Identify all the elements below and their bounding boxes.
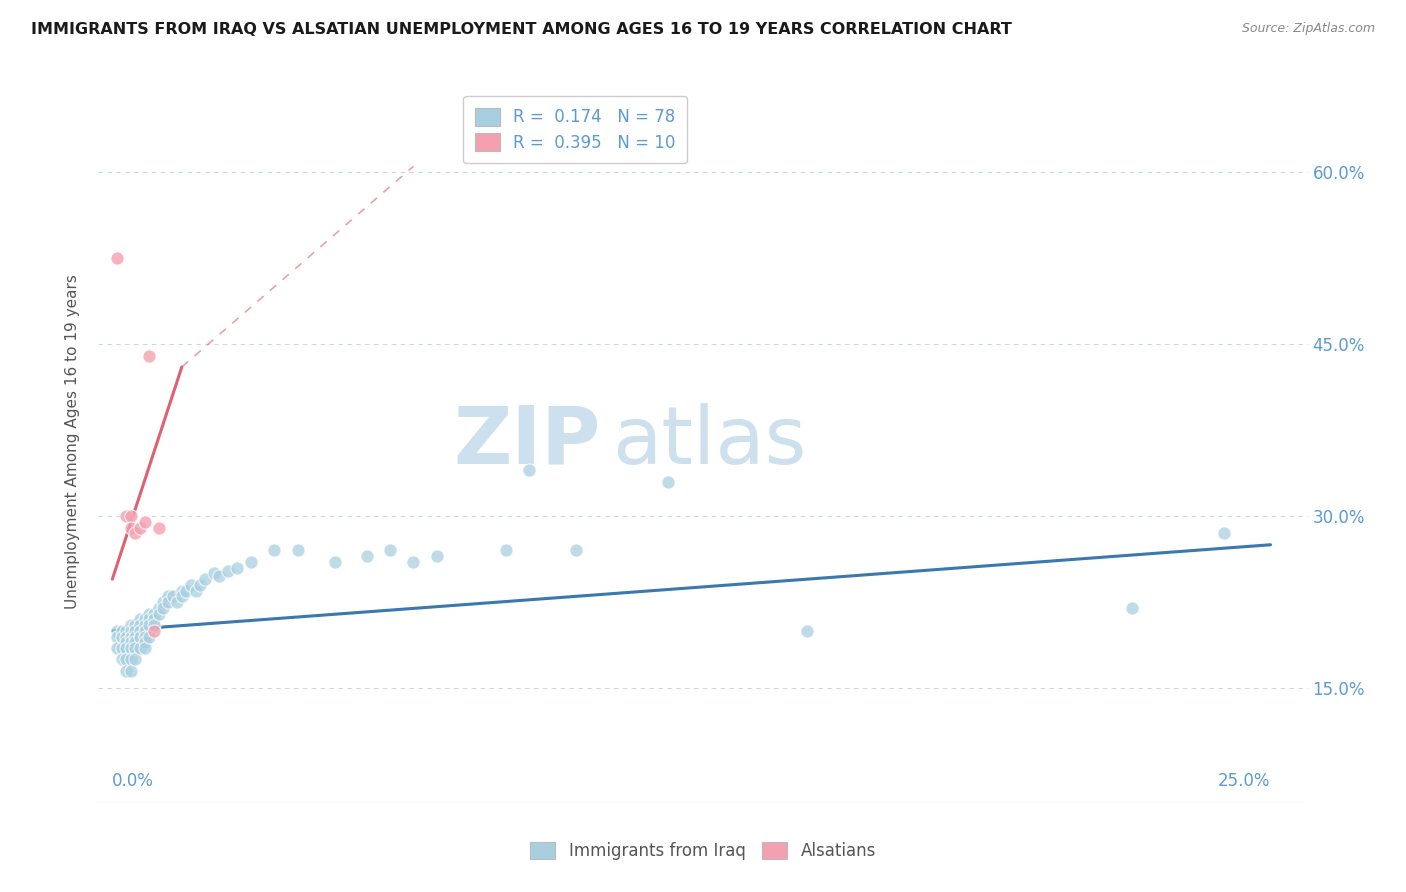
- Point: [105, 640, 128, 655]
- Point: [124, 630, 146, 644]
- Point: [156, 595, 179, 609]
- Point: [143, 607, 166, 621]
- Point: [143, 612, 166, 626]
- Point: [134, 635, 156, 649]
- Point: [426, 549, 449, 564]
- Point: [134, 515, 156, 529]
- Point: [240, 555, 263, 569]
- Point: [356, 549, 378, 564]
- Point: [120, 618, 142, 632]
- Point: [124, 624, 146, 638]
- Point: [152, 600, 174, 615]
- Point: [115, 635, 138, 649]
- Point: [124, 635, 146, 649]
- Point: [124, 526, 146, 541]
- Point: [124, 652, 146, 666]
- Point: [115, 664, 138, 678]
- Point: [323, 555, 346, 569]
- Point: [134, 618, 156, 632]
- Point: [495, 543, 517, 558]
- Point: [176, 583, 198, 598]
- Point: [138, 612, 160, 626]
- Text: ZIP: ZIP: [453, 402, 600, 481]
- Point: [105, 624, 128, 638]
- Point: [380, 543, 402, 558]
- Point: [217, 564, 239, 578]
- Text: 0.0%: 0.0%: [112, 772, 155, 790]
- Point: [148, 600, 170, 615]
- Point: [120, 509, 142, 524]
- Legend: Immigrants from Iraq, Alsatians: Immigrants from Iraq, Alsatians: [523, 835, 883, 867]
- Text: atlas: atlas: [613, 402, 807, 481]
- Point: [129, 520, 152, 534]
- Point: [120, 520, 142, 534]
- Point: [263, 543, 285, 558]
- Point: [226, 560, 249, 574]
- Point: [115, 624, 138, 638]
- Point: [148, 520, 170, 534]
- Point: [120, 640, 142, 655]
- Point: [162, 590, 184, 604]
- Point: [517, 463, 540, 477]
- Text: 25.0%: 25.0%: [1218, 772, 1271, 790]
- Point: [1213, 526, 1236, 541]
- Text: IMMIGRANTS FROM IRAQ VS ALSATIAN UNEMPLOYMENT AMONG AGES 16 TO 19 YEARS CORRELAT: IMMIGRANTS FROM IRAQ VS ALSATIAN UNEMPLO…: [31, 22, 1012, 37]
- Point: [124, 618, 146, 632]
- Point: [170, 590, 193, 604]
- Point: [120, 624, 142, 638]
- Point: [138, 349, 160, 363]
- Point: [129, 618, 152, 632]
- Point: [105, 630, 128, 644]
- Point: [129, 612, 152, 626]
- Point: [134, 612, 156, 626]
- Point: [134, 630, 156, 644]
- Point: [208, 568, 231, 582]
- Point: [143, 618, 166, 632]
- Point: [188, 578, 211, 592]
- Point: [110, 652, 132, 666]
- Point: [156, 590, 179, 604]
- Point: [110, 640, 132, 655]
- Text: Source: ZipAtlas.com: Source: ZipAtlas.com: [1241, 22, 1375, 36]
- Point: [287, 543, 309, 558]
- Point: [129, 640, 152, 655]
- Point: [143, 624, 166, 638]
- Point: [1121, 600, 1143, 615]
- Point: [170, 583, 193, 598]
- Point: [138, 630, 160, 644]
- Point: [110, 630, 132, 644]
- Point: [796, 624, 818, 638]
- Point: [120, 635, 142, 649]
- Point: [402, 555, 425, 569]
- Point: [105, 251, 128, 265]
- Point: [657, 475, 679, 489]
- Point: [194, 572, 217, 586]
- Point: [110, 624, 132, 638]
- Point: [120, 630, 142, 644]
- Point: [129, 624, 152, 638]
- Point: [180, 578, 202, 592]
- Point: [134, 640, 156, 655]
- Point: [148, 607, 170, 621]
- Point: [134, 624, 156, 638]
- Point: [152, 595, 174, 609]
- Point: [120, 652, 142, 666]
- Point: [124, 640, 146, 655]
- Point: [120, 664, 142, 678]
- Point: [166, 595, 188, 609]
- Point: [202, 566, 225, 581]
- Point: [115, 630, 138, 644]
- Point: [564, 543, 586, 558]
- Point: [115, 652, 138, 666]
- Point: [138, 618, 160, 632]
- Point: [184, 583, 207, 598]
- Point: [115, 509, 138, 524]
- Y-axis label: Unemployment Among Ages 16 to 19 years: Unemployment Among Ages 16 to 19 years: [65, 274, 80, 609]
- Point: [129, 630, 152, 644]
- Point: [115, 640, 138, 655]
- Point: [138, 607, 160, 621]
